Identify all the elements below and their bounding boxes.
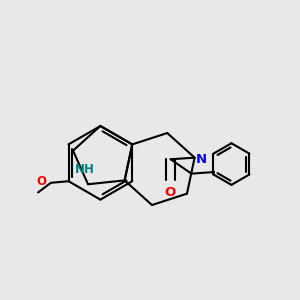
Text: N: N bbox=[196, 153, 207, 166]
Text: NH: NH bbox=[75, 163, 95, 176]
Text: O: O bbox=[36, 175, 46, 188]
Text: O: O bbox=[164, 186, 175, 199]
